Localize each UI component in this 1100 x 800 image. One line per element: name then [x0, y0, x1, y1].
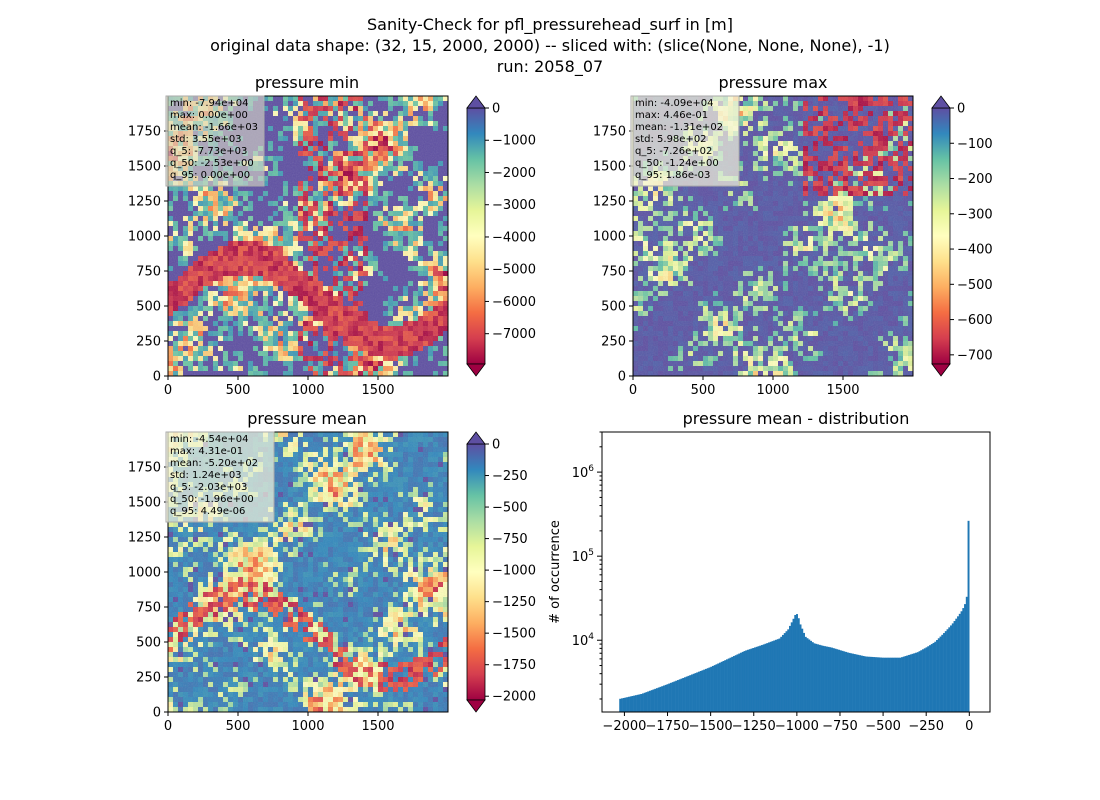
stat-max: max: 0.00e+00 — [170, 110, 248, 121]
stat-q50: q_50: -2.53e+00 — [170, 158, 254, 169]
stat-std: std: 3.55e+03 — [170, 134, 242, 145]
y-tick-label: 750 — [136, 265, 161, 280]
colorbar-tick-label: 0 — [492, 102, 500, 117]
y-tick-label: 1750 — [128, 125, 161, 140]
panel-pressure-max: pressure max 0 500 1000 1500 02505007501000… — [593, 73, 993, 398]
stat-min: min: -7.94e+04 — [170, 98, 249, 109]
x-tick-label: 1500 — [361, 383, 394, 398]
panel-title: pressure max — [718, 73, 827, 92]
colorbar-gradient — [466, 107, 486, 365]
y-axis: 0 250 500 750 1000 1250 1500 1750 — [128, 125, 168, 385]
y-tick-label: 1500 — [128, 160, 161, 175]
y-tick-label: 0 — [153, 370, 161, 385]
heatmap-image — [168, 96, 449, 377]
y-tick-label: 500 — [136, 300, 161, 315]
colorbar-tick-label: −2000 — [492, 166, 536, 181]
y-tick-label: 1250 — [128, 195, 161, 210]
panel-title: pressure min — [255, 73, 359, 92]
colorbar-tick-label: −6000 — [492, 295, 536, 310]
x-axis: 0 500 1000 1500 — [164, 376, 395, 398]
figure-title-line2: original data shape: (32, 15, 2000, 2000… — [210, 36, 890, 55]
panel-pressure-min: pressure min 0 500 1000 1500 0 250 500 750 1000… — [128, 73, 536, 398]
colorbar-tick-label: −5000 — [492, 263, 536, 278]
stat-q5: q_5: -7.73e+03 — [170, 146, 247, 157]
figure-title-line3: run: 2058_07 — [497, 57, 603, 77]
colorbar-extend-max — [466, 95, 486, 109]
colorbar-extend-min — [466, 363, 486, 377]
stats-box: min: -7.94e+04 max: 0.00e+00 mean: -1.66… — [165, 95, 265, 187]
stats-box-frame — [165, 95, 265, 187]
figure-title-line1: Sanity-Check for pfl_pressurehead_surf i… — [367, 15, 733, 35]
stat-q95: q_95: 0.00e+00 — [170, 170, 250, 181]
colorbar-tick-label: −1000 — [492, 134, 536, 149]
colorbar: 0 −1000 −2000 −3000 −4000 −5000 −6000 −7000 — [466, 95, 536, 377]
y-tick-label: 250 — [136, 335, 161, 350]
colorbar-tick-label: −3000 — [492, 198, 536, 213]
y-tick-label: 1000 — [128, 230, 161, 245]
colorbar-tick-label: −4000 — [492, 230, 536, 245]
x-tick-label: 500 — [226, 383, 251, 398]
x-tick-label: 1000 — [291, 383, 324, 398]
colorbar-tick-label: −7000 — [492, 327, 536, 342]
x-tick-label: 0 — [164, 383, 172, 398]
stat-mean: mean: -1.66e+03 — [170, 122, 258, 133]
